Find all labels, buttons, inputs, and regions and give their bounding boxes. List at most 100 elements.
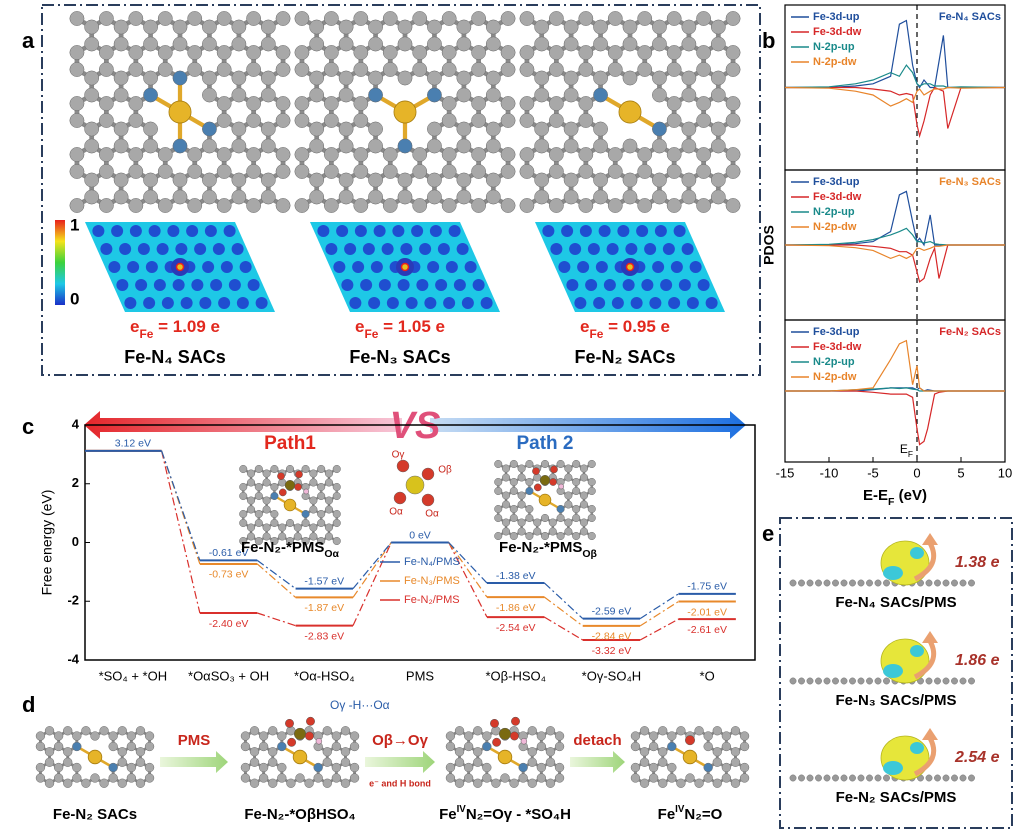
x-tick-label: -15 bbox=[776, 465, 795, 480]
sheet-atom bbox=[874, 774, 882, 782]
x-tick-label: *SO₄ + *OH bbox=[99, 668, 168, 683]
carbon-atom bbox=[525, 513, 534, 523]
elf-dot bbox=[456, 243, 469, 255]
value-label: -2.61 eV bbox=[687, 624, 727, 636]
carbon-atom bbox=[500, 164, 516, 179]
elf-dot bbox=[569, 243, 582, 255]
carbon-atom bbox=[382, 11, 398, 26]
carbon-atom bbox=[563, 138, 579, 154]
carbon-atom bbox=[412, 164, 428, 179]
colorbar-min: 0 bbox=[70, 289, 79, 308]
nitrogen-atom bbox=[108, 762, 118, 773]
carbon-atom bbox=[456, 70, 472, 86]
carbon-atom bbox=[593, 36, 608, 52]
iron-atom bbox=[618, 100, 642, 124]
carbon-atom bbox=[579, 491, 589, 500]
nitrogen-atom bbox=[172, 70, 188, 86]
panel-e-frame bbox=[779, 517, 1013, 829]
carbon-atom bbox=[578, 198, 594, 213]
carbon-atom bbox=[725, 113, 741, 128]
carbon-atom bbox=[309, 469, 318, 478]
carbon-atom bbox=[143, 189, 158, 205]
connector bbox=[639, 618, 679, 641]
carbon-atom bbox=[270, 536, 279, 546]
carbon-atom bbox=[725, 164, 741, 179]
carbon-atom bbox=[519, 96, 535, 111]
adsorbate-atom bbox=[558, 483, 564, 490]
carbon-atom bbox=[135, 778, 146, 788]
carbon-atom bbox=[368, 19, 383, 35]
carbon-atom bbox=[338, 138, 354, 154]
carbon-atom bbox=[309, 189, 325, 205]
carbon-atom bbox=[412, 62, 428, 77]
connector bbox=[639, 601, 679, 627]
sheet-atom bbox=[925, 677, 933, 685]
text-part: = 1.05 e bbox=[378, 317, 445, 336]
carbon-atom bbox=[262, 496, 271, 505]
elf-dot bbox=[210, 279, 223, 291]
carbon-atom bbox=[730, 747, 741, 757]
carbon-atom bbox=[473, 757, 483, 767]
x-tick-label: *O bbox=[700, 668, 715, 683]
elf-dot bbox=[119, 243, 132, 255]
sheet-atom bbox=[832, 677, 839, 685]
carbon-atom bbox=[246, 62, 262, 77]
carbon-atom bbox=[143, 138, 158, 154]
carbon-atom bbox=[262, 505, 271, 514]
carbon-atom bbox=[630, 731, 641, 741]
pms-label: Oβ bbox=[438, 465, 452, 476]
carbon-atom bbox=[349, 731, 360, 741]
carbon-atom bbox=[268, 778, 278, 788]
sheet-atom bbox=[934, 677, 941, 685]
elf-dot bbox=[392, 225, 405, 237]
carbon-atom bbox=[260, 138, 276, 154]
y-axis-label: Free energy (eV) bbox=[39, 490, 55, 596]
carbon-atom bbox=[456, 172, 472, 188]
carbon-atom bbox=[710, 19, 726, 35]
carbon-atom bbox=[463, 731, 474, 741]
carbon-atom bbox=[622, 189, 638, 205]
carbon-atom bbox=[681, 189, 697, 205]
carbon-atom bbox=[593, 121, 608, 137]
carbon-atom bbox=[721, 741, 732, 752]
carbon-atom bbox=[231, 138, 247, 154]
carbon-atom bbox=[135, 726, 146, 736]
carbon-atom bbox=[471, 45, 487, 60]
carbon-atom bbox=[545, 778, 556, 788]
carbon-atom bbox=[113, 121, 129, 137]
carbon-atom bbox=[317, 509, 326, 519]
elf-dot bbox=[461, 297, 474, 309]
carbon-atom bbox=[525, 477, 534, 487]
carbon-atom bbox=[572, 459, 581, 469]
carbon-atom bbox=[637, 45, 653, 60]
carbon-atom bbox=[254, 464, 263, 474]
nitrogen-atom bbox=[313, 762, 323, 773]
carbon-atom bbox=[113, 87, 129, 103]
panel-letter: c bbox=[22, 414, 34, 439]
charge-cloud bbox=[883, 566, 903, 580]
carbon-atom bbox=[572, 531, 581, 541]
carbon-atom bbox=[368, 189, 383, 205]
carbon-atom bbox=[696, 11, 712, 26]
sheet-atom bbox=[925, 774, 933, 782]
carbon-atom bbox=[397, 19, 413, 35]
pdos-title: Fe-N₃ SACs bbox=[939, 176, 1001, 188]
carbon-atom bbox=[187, 147, 203, 162]
carbon-atom bbox=[382, 45, 398, 60]
carbon-atom bbox=[260, 189, 276, 205]
adsorbate-atom bbox=[277, 472, 285, 481]
sheet-atom bbox=[866, 774, 873, 782]
carbon-atom bbox=[99, 778, 109, 788]
carbon-atom bbox=[578, 11, 594, 26]
sheet-atom bbox=[968, 774, 975, 782]
carbon-atom bbox=[382, 147, 398, 162]
transfer-arrow-head bbox=[922, 533, 938, 545]
carbon-atom bbox=[349, 773, 360, 783]
carbon-atom bbox=[739, 731, 750, 741]
adsorbate-atom bbox=[550, 465, 558, 474]
carbon-atom bbox=[548, 147, 564, 162]
carbon-atom bbox=[340, 726, 351, 736]
carbon-atom bbox=[72, 762, 82, 773]
carbon-atom bbox=[540, 531, 550, 541]
